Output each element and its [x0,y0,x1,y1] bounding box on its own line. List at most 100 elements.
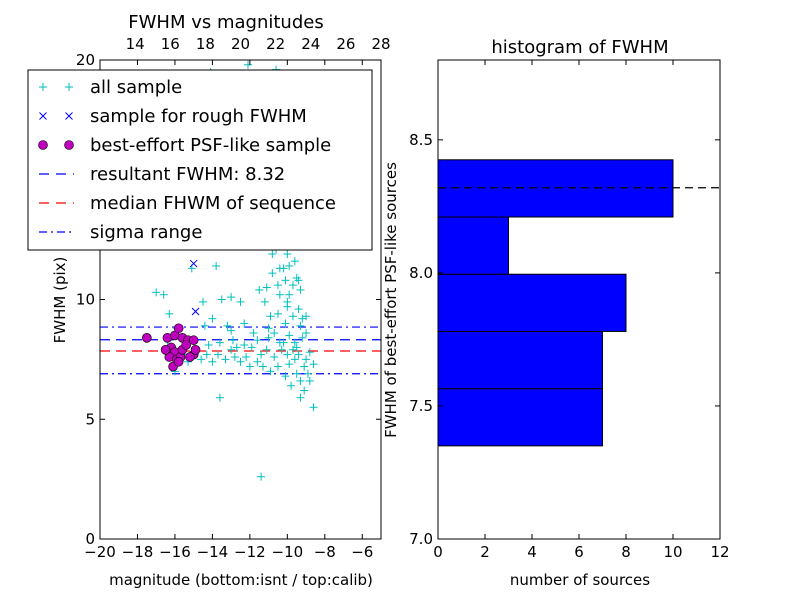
legend-entry-2: best-effort PSF-like sample [38,135,331,156]
x-tick-label-1: −18 [122,543,154,561]
hist-y-tick-label-3: 8.5 [409,131,433,149]
top-tick-label-6: 26 [336,35,355,53]
y-tick-label-3: 20 [76,51,95,69]
point-s0-31 [266,312,275,321]
point-s0-57 [300,386,309,395]
x-tick-label-0: −20 [84,543,116,561]
legend-marker-0-b [65,83,73,91]
point-s0-7 [243,60,252,69]
point-s0-75 [230,352,239,361]
legend-label-1: sample for rough FWHM [90,106,307,127]
point-s0-55 [300,362,309,371]
hist-y-tick-label-2: 8.0 [409,264,433,282]
point-s0-79 [208,357,217,366]
point-s0-78 [214,350,223,359]
histogram-bar-2 [437,273,627,332]
point-s0-32 [260,297,269,306]
point-s0-86 [215,338,224,347]
point-s0-76 [227,345,236,354]
legend-marker-0-a [39,83,47,91]
point-s0-21 [262,283,271,292]
point-s2-0-dot [142,333,152,343]
point-s0-66 [285,331,294,340]
top-tick-label-5: 24 [301,35,320,53]
legend-entry-1: sample for rough FWHM [39,106,307,127]
histogram-bar-1 [437,330,603,390]
scatter-legend: all sample sample for rough FWHM best-effo… [27,69,373,251]
point-s0-56 [296,376,305,385]
x-tick-label-7: −6 [351,543,373,561]
point-s0-38 [159,290,168,299]
point-s0-104 [245,362,254,371]
hist-x-tick-label-5: 10 [663,543,682,561]
point-s0-17 [283,249,292,258]
legend-entry-5: sigma range [39,222,202,243]
point-s0-54 [292,369,301,378]
point-s0-50 [292,343,301,352]
legend-entry-4: median FHWM of sequence [39,193,336,214]
point-s0-90 [264,333,273,342]
point-s2-12 [173,356,184,367]
point-s0-36 [217,295,226,304]
point-s2-0 [142,333,152,343]
point-s0-35 [227,293,236,302]
point-s0-12 [281,276,290,285]
point-s0-109 [305,348,314,357]
point-s0-23 [288,312,297,321]
point-s2-16-dot [160,344,171,355]
point-s0-96 [215,393,224,402]
hist-x-tick-label-6: 12 [710,543,729,561]
point-s0-87 [229,336,238,345]
top-tick-label-4: 22 [266,35,285,53]
histogram-title: histogram of FWHM [491,37,668,58]
point-s0-37 [199,297,208,306]
legend-marker-2-b-dot [64,140,74,150]
point-s2-14-dot [190,344,201,355]
top-tick-label-0: 14 [126,35,145,53]
point-s0-16 [290,257,299,266]
series-2 [142,323,201,372]
point-s0-11 [285,261,294,270]
point-s0-63 [302,355,311,364]
histogram-y-label: FWHM of best-effort PSF-like sources [382,162,400,438]
point-s0-105 [277,345,286,354]
point-s0-40 [165,309,174,318]
hist-x-tick-label-0: 0 [433,543,443,561]
point-s0-92 [266,367,275,376]
legend-marker-2-b [64,140,74,150]
point-s0-28 [296,321,305,330]
legend-marker-1-b-b [65,112,73,120]
point-s0-106 [298,333,307,342]
legend-label-2: best-effort PSF-like sample [90,135,331,156]
point-s0-22 [275,290,284,299]
legend-label-4: median FHWM of sequence [90,193,336,214]
point-s0-60 [303,369,312,378]
legend-label-3: resultant FWHM: 8.32 [90,164,285,185]
hist-x-tick-label-3: 6 [574,543,584,561]
point-s0-95 [287,381,296,390]
point-s0-69 [262,345,271,354]
y-tick-label-1: 5 [85,410,95,428]
legend-marker-1-b [65,112,73,120]
point-s0-110 [302,329,311,338]
point-s0-47 [264,324,273,333]
legend-label-5: sigma range [90,222,202,243]
point-s0-103 [232,343,241,352]
point-s0-77 [221,355,230,364]
point-s2-19-dot [188,335,199,346]
point-s1-0-b [189,259,198,268]
point-s0-30 [273,309,282,318]
histogram-bar-3 [437,216,509,275]
legend-marker-1-a-b [39,112,47,120]
top-tick-label-3: 20 [231,35,250,53]
point-s2-17 [181,340,191,350]
point-s0-33 [255,285,264,294]
point-s0-98 [227,326,236,335]
hist-y-tick-label-0: 7.0 [409,530,433,548]
point-s0-112 [273,281,282,290]
point-s2-16 [160,344,171,355]
x-tick-label-2: −16 [159,543,191,561]
point-s0-80 [202,350,211,359]
top-tick-label-1: 16 [161,35,180,53]
